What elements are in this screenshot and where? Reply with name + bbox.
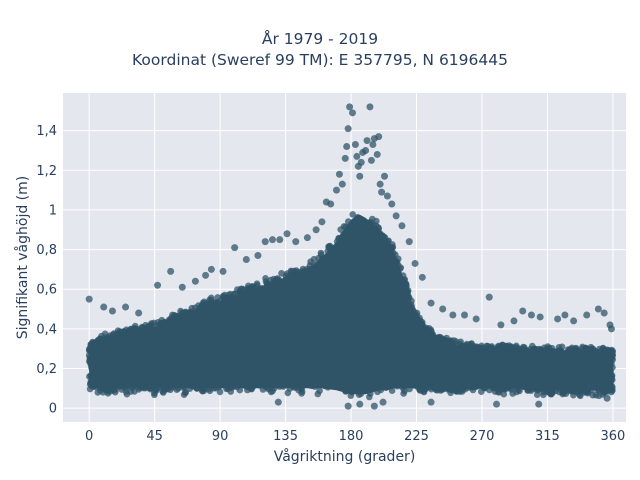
x-tick-label: 90 [212,429,229,444]
scatter-point [182,389,189,396]
chart-subtitle: Koordinat (Sweref 99 TM): E 357795, N 61… [132,51,508,69]
x-tick-label: 180 [339,429,364,444]
scatter-point [216,388,224,396]
x-tick-label: 225 [404,429,429,444]
scatter-point [160,389,167,396]
y-tick-label: 0,6 [36,283,57,298]
y-tick-label: 1,4 [36,124,57,139]
scatter-point [298,390,305,397]
axis-ticks: 0 45 90 135 180 225 270 315 360 0 0,2 0,4 0,6 0,8 1 1,2… [36,124,625,444]
x-tick-label: 135 [273,429,298,444]
x-tick-label: 360 [600,429,625,444]
dense-points [85,211,617,401]
scatter-point [579,343,586,351]
scatter-point [589,391,597,399]
scatter-point [556,388,563,396]
scatter-point [400,390,407,397]
y-tick-label: 0,2 [36,362,57,377]
x-tick-label: 270 [470,429,495,444]
y-tick-label: 0,4 [36,322,57,337]
scatter-point [373,217,380,225]
y-tick-label: 1,2 [36,164,57,179]
scatter-point [214,294,221,301]
y-tick-label: 0 [49,402,57,417]
scatter-point [349,211,357,218]
x-tick-label: 0 [85,429,93,444]
y-tick-label: 1 [49,203,57,218]
chart-title: År 1979 - 2019 [261,30,379,48]
x-tick-label: 315 [535,429,560,444]
y-tick-label: 0,8 [36,243,57,258]
x-tick-label: 45 [146,429,163,444]
scatter-point [94,389,102,396]
